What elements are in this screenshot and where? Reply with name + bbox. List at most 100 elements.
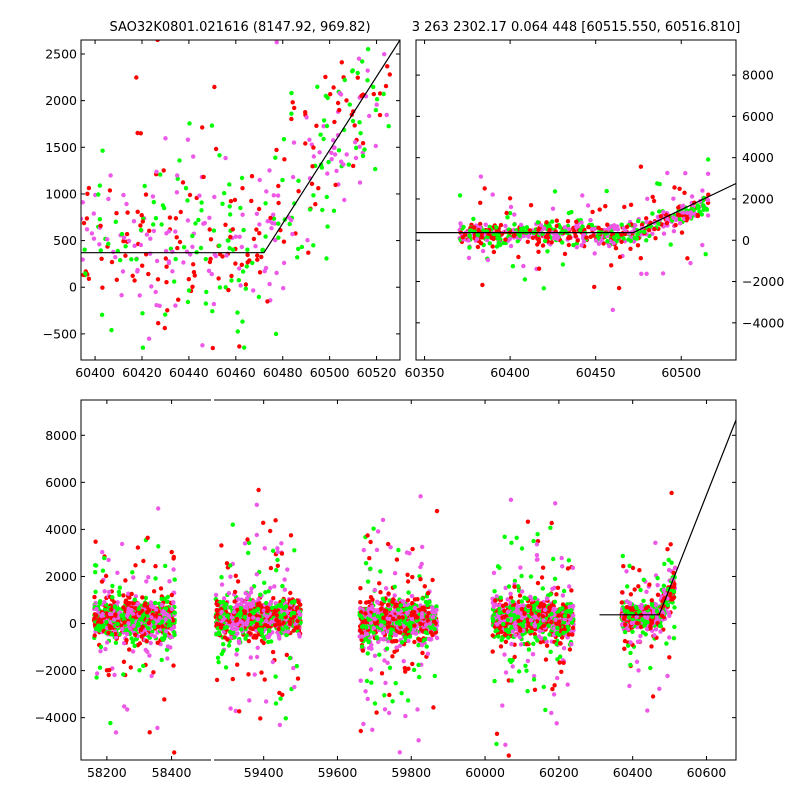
data-point-top-left <box>352 123 357 128</box>
data-point-top-left <box>173 256 178 262</box>
data-point-c2 <box>425 602 430 608</box>
data-point-c3 <box>500 703 505 708</box>
data-point-c0 <box>130 618 135 623</box>
data-point-top-left <box>119 293 124 298</box>
data-point-top-left <box>357 120 362 125</box>
data-point-c0 <box>113 730 119 735</box>
data-point-c0 <box>137 668 142 673</box>
data-point-top-left <box>199 200 204 205</box>
data-point-c1 <box>263 590 268 595</box>
data-point-top-left <box>150 194 156 199</box>
data-point-c3 <box>509 678 514 683</box>
data-point-c1 <box>280 598 286 603</box>
data-point-top-left <box>239 175 245 181</box>
data-point-c3 <box>503 670 509 675</box>
data-point-top-left <box>265 219 270 224</box>
data-point-top-left <box>91 19 95 23</box>
data-point-c1 <box>280 583 285 589</box>
data-point-top-left <box>213 146 219 152</box>
data-point-c3 <box>507 657 512 663</box>
data-point-c4 <box>666 557 671 563</box>
data-point-c1 <box>270 659 276 665</box>
data-point-c0 <box>171 663 176 668</box>
data-point-c1 <box>226 643 232 648</box>
data-point-c3 <box>566 632 572 637</box>
data-point-c1 <box>274 617 279 623</box>
data-point-top-right <box>673 222 678 228</box>
data-point-c2 <box>410 661 415 667</box>
data-point-top-left <box>374 97 380 102</box>
data-point-c3 <box>542 636 548 641</box>
data-point-top-right <box>579 220 584 225</box>
data-point-top-left <box>135 130 140 136</box>
data-point-c2 <box>360 619 366 625</box>
data-point-c1 <box>277 722 283 728</box>
data-point-c1 <box>242 614 247 620</box>
data-point-c3 <box>494 741 499 747</box>
data-point-c2 <box>372 701 378 706</box>
data-point-top-right <box>569 209 574 215</box>
data-point-top-right <box>689 194 695 199</box>
data-point-c3 <box>548 525 553 530</box>
data-point-c1 <box>246 540 252 546</box>
data-point-c1 <box>249 586 254 591</box>
data-point-top-right <box>503 223 508 229</box>
data-point-c0 <box>131 575 136 580</box>
data-point-top-right <box>677 217 682 222</box>
data-point-c1 <box>243 591 248 596</box>
data-point-top-right <box>633 223 638 228</box>
data-point-c1 <box>289 600 295 605</box>
data-point-c3 <box>532 622 537 627</box>
data-point-top-left <box>350 118 356 124</box>
data-point-c2 <box>420 650 425 656</box>
data-point-c1 <box>266 639 271 645</box>
data-point-c3 <box>551 692 557 697</box>
data-point-top-left <box>260 247 265 252</box>
ytick-label: −500 <box>43 326 77 341</box>
data-point-c3 <box>543 657 549 662</box>
data-point-c3 <box>554 631 560 636</box>
data-point-top-left <box>384 112 389 118</box>
data-point-c2 <box>430 577 435 583</box>
data-point-c2 <box>359 644 365 649</box>
data-point-c0 <box>108 720 113 726</box>
data-point-top-left <box>344 152 349 157</box>
data-point-top-left <box>165 308 170 313</box>
data-point-c3 <box>566 614 571 619</box>
data-point-top-left <box>109 327 114 333</box>
data-point-top-right <box>535 220 541 225</box>
data-point-c3 <box>496 634 501 639</box>
data-point-top-left <box>125 210 130 215</box>
data-point-top-right <box>540 243 546 248</box>
data-point-c3 <box>521 603 526 608</box>
data-point-c2 <box>363 637 368 642</box>
data-point-c0 <box>125 707 130 712</box>
data-point-top-left <box>160 203 166 208</box>
data-point-top-right <box>550 206 556 211</box>
data-point-c3 <box>535 638 540 643</box>
data-point-c2 <box>386 710 392 716</box>
data-point-c3 <box>560 602 566 607</box>
data-point-c1 <box>275 549 280 555</box>
data-point-top-right <box>705 197 711 203</box>
data-point-top-left <box>344 98 349 103</box>
points-top-right <box>457 157 711 313</box>
data-point-c3 <box>525 617 530 622</box>
data-point-c3 <box>501 621 506 627</box>
data-point-c2 <box>396 607 401 612</box>
data-point-c1 <box>219 575 224 580</box>
data-point-top-right <box>519 225 524 231</box>
data-point-c0 <box>112 672 117 678</box>
data-point-c1 <box>224 561 230 566</box>
data-point-top-left <box>81 200 85 205</box>
data-point-top-left <box>264 189 269 194</box>
data-point-c0 <box>93 626 99 632</box>
data-point-top-left <box>355 75 360 80</box>
data-point-top-right <box>503 237 508 242</box>
data-point-c3 <box>552 683 557 688</box>
data-point-c0 <box>131 623 136 629</box>
data-point-c2 <box>368 566 373 571</box>
data-point-top-right <box>482 186 487 191</box>
data-point-top-left <box>183 186 189 191</box>
data-point-top-left <box>311 243 316 248</box>
